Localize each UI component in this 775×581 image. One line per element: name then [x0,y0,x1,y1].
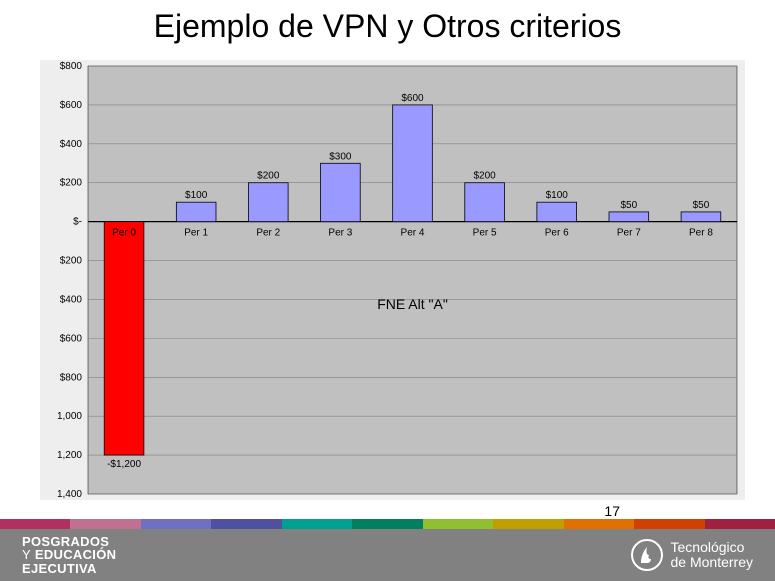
value-label: -$1,200 [107,459,141,470]
category-label: Per 0 [112,228,136,239]
value-label: $200 [473,171,496,182]
y-tick-label: $200 [60,256,83,267]
footer: POSGRADOS Y EDUCACIÓN EJECUTIVA Tecnológ… [0,519,775,581]
category-label: Per 8 [689,228,713,239]
y-tick-label: $800 [60,61,83,72]
footer-r1: Tecnológico [671,540,753,555]
stripe-segment [211,519,281,529]
bar [609,212,649,222]
stripe-segment [282,519,352,529]
footer-l3: EJECUTIVA [22,561,97,576]
category-label: Per 7 [617,228,641,239]
stripe-segment [0,519,70,529]
y-tick-label: $- [73,217,82,228]
slide-title: Ejemplo de VPN y Otros criterios [40,8,735,45]
category-label: Per 2 [256,228,280,239]
value-label: $50 [620,200,637,211]
y-tick-label: $400 [60,139,83,150]
bar [104,222,144,455]
stripe-segment [493,519,563,529]
footer-right-logo: Tecnológico de Monterrey [631,539,753,571]
category-label: Per 1 [184,228,208,239]
torch-icon [631,539,663,571]
y-tick-label: $600 [60,100,83,111]
value-label: $100 [546,190,569,201]
chart-container: $800 $600 $400 $200 $- $200 $400 $600 $800 1,000 1… [40,60,745,500]
stripe-segment [141,519,211,529]
y-tick-label: $200 [60,178,83,189]
bar [537,202,577,221]
bar [248,183,288,222]
y-tick-label: 1,200 [57,450,82,461]
value-label: $300 [329,151,352,162]
value-label: $600 [401,93,424,104]
category-label: Per 5 [473,228,497,239]
value-label: $50 [693,200,710,211]
y-tick-label: 1,400 [57,489,82,500]
y-tick-label: $800 [60,372,83,383]
category-label: Per 4 [401,228,425,239]
y-tick-label: 1,000 [57,411,82,422]
page-number: 17 [604,503,620,519]
y-tick-label: $400 [60,294,83,305]
y-tick-label: $600 [60,333,83,344]
value-label: $200 [257,171,280,182]
stripe-segment [705,519,775,529]
footer-band: POSGRADOS Y EDUCACIÓN EJECUTIVA Tecnológ… [0,529,775,581]
category-label: Per 3 [328,228,352,239]
bar [465,183,505,222]
bar [321,163,361,221]
footer-r2: de Monterrey [671,555,753,570]
stripe-segment [423,519,493,529]
footer-left-logo: POSGRADOS Y EDUCACIÓN EJECUTIVA [22,535,116,576]
series-name: FNE Alt "A" [377,296,448,312]
stripe-segment [634,519,704,529]
bar [681,212,721,222]
bar [176,202,216,221]
value-label: $100 [185,190,208,201]
bar [393,105,433,222]
stripe-segment [352,519,422,529]
stripe-segment [70,519,140,529]
category-label: Per 6 [545,228,569,239]
stripe-segment [564,519,634,529]
footer-stripe [0,519,775,529]
